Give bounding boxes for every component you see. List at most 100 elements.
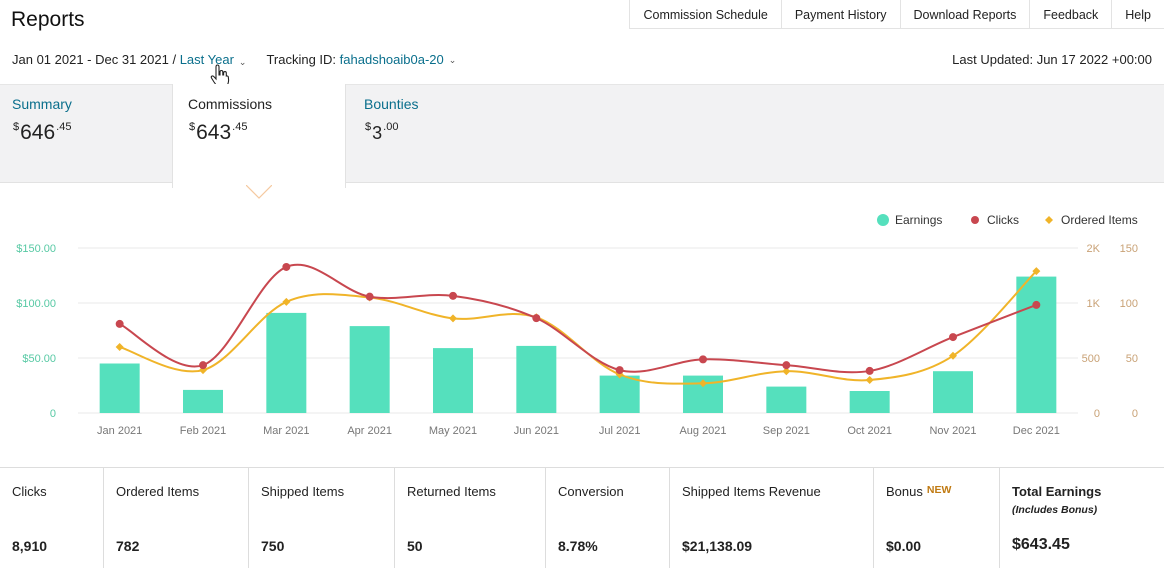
point-clicks <box>615 366 624 375</box>
stats-bar: Clicks 8,910 Ordered Items 782 Shipped I… <box>0 467 1164 568</box>
summary-amount: $646.45 <box>13 121 72 144</box>
stat-total-earnings: Total Earnings (Includes Bonus) $643.45 <box>1000 468 1164 568</box>
point-ordered-items <box>115 343 124 351</box>
x-tick-label: Nov 2021 <box>929 425 976 437</box>
point-clicks <box>699 355 707 364</box>
point-clicks <box>115 319 124 328</box>
point-ordered-items <box>782 367 791 376</box>
stat-value: 750 <box>261 538 285 554</box>
tab-summary-label: Summary <box>12 96 72 112</box>
nav-payment-history[interactable]: Payment History <box>780 0 900 29</box>
stat-value: $21,138.09 <box>682 538 753 554</box>
nav-help[interactable]: Help <box>1111 0 1164 29</box>
x-tick-label: May 2021 <box>429 425 477 437</box>
bar-earnings <box>766 386 807 413</box>
bar-earnings <box>266 312 307 413</box>
x-tick-label: Feb 2021 <box>180 425 226 437</box>
point-clicks <box>782 361 791 370</box>
tab-bounties-label: Bounties <box>364 96 419 112</box>
y-left-tick-label: $150.00 <box>16 243 56 255</box>
earnings-chart: 0 0 0 $50.00 500 50 $100.00 1K 100 $150.00 2K 150 Ja… <box>16 213 1138 437</box>
bar-earnings <box>183 389 223 413</box>
y-right2-tick-label: 100 <box>1120 298 1138 310</box>
bar-earnings <box>599 375 640 413</box>
stat-conversion: Conversion 8.78% <box>546 468 670 568</box>
stat-value: 8,910 <box>12 538 48 554</box>
x-tick-label: Aug 2021 <box>679 425 726 437</box>
x-tick-label: Jul 2021 <box>599 425 641 437</box>
tracking-id-value: fahadshoaib0a-20 <box>339 52 444 67</box>
legend-ordered-items-label: Ordered Items <box>1061 213 1138 227</box>
stat-label: Total Earnings <box>1012 484 1102 499</box>
stat-value: $0.00 <box>886 538 922 554</box>
y-left-tick-label: 0 <box>50 408 56 420</box>
stat-label: Clicks <box>12 484 47 499</box>
active-tab-pointer <box>246 185 272 199</box>
x-tick-label: Oct 2021 <box>847 425 892 437</box>
stat-value: 782 <box>116 538 140 554</box>
stat-value: $643.45 <box>1012 536 1070 553</box>
nav-commission-schedule[interactable]: Commission Schedule <box>629 0 780 29</box>
point-clicks <box>199 361 207 370</box>
filter-row: Jan 01 2021 - Dec 31 2021 / Last Year ⌄ T… <box>12 52 456 67</box>
stat-value: 8.78% <box>558 538 598 554</box>
stat-clicks: Clicks 8,910 <box>0 468 104 568</box>
legend-clicks-label: Clicks <box>987 213 1019 227</box>
stat-label: Bonus NEW <box>886 484 952 499</box>
bar-earnings <box>433 348 473 413</box>
stat-label: Shipped Items <box>261 484 345 499</box>
point-ordered-items <box>1032 267 1041 276</box>
stat-value: 50 <box>407 538 423 554</box>
tab-commissions-label: Commissions <box>188 96 273 112</box>
bar-earnings <box>933 371 973 413</box>
tab-bounties[interactable]: Bounties $3.00 <box>352 84 532 184</box>
tab-summary[interactable]: Summary $646.45 <box>0 84 172 184</box>
date-range-selected: Last Year <box>179 52 234 67</box>
stat-ordered-items: Ordered Items 782 <box>104 468 249 568</box>
stat-shipped-revenue: Shipped Items Revenue $21,138.09 <box>670 468 874 568</box>
point-clicks <box>282 262 291 271</box>
point-ordered-items <box>282 297 291 306</box>
bounties-amount: $3.00 <box>365 121 399 143</box>
x-tick-label: Jan 2021 <box>97 425 142 437</box>
nav-download-reports[interactable]: Download Reports <box>899 0 1030 29</box>
y-right1-tick-label: 500 <box>1082 353 1100 365</box>
bar-earnings <box>516 345 557 413</box>
stat-label: Returned Items <box>407 484 496 499</box>
legend-ordered-items-marker <box>1045 216 1053 224</box>
tracking-id-dropdown[interactable]: Tracking ID: fahadshoaib0a-20 ⌄ <box>266 52 456 67</box>
y-right1-tick-label: 0 <box>1094 408 1100 420</box>
line-clicks <box>119 263 1037 374</box>
point-clicks <box>532 314 541 323</box>
stat-sublabel: (Includes Bonus) <box>1012 504 1098 516</box>
stat-label: Shipped Items Revenue <box>682 484 821 499</box>
bar-earnings <box>99 363 140 413</box>
stat-bonus: Bonus NEW $0.00 <box>874 468 1000 568</box>
y-right2-tick-label: 50 <box>1126 353 1138 365</box>
y-left-tick-label: $50.00 <box>22 353 56 365</box>
bar-earnings <box>349 326 390 413</box>
y-left-tick-label: $100.00 <box>16 298 56 310</box>
x-tick-label: Dec 2021 <box>1013 425 1060 437</box>
point-ordered-items <box>949 351 957 360</box>
date-range-text: Jan 01 2021 - Dec 31 2021 / <box>12 52 180 67</box>
nav-feedback[interactable]: Feedback <box>1029 0 1111 29</box>
point-clicks <box>949 333 957 342</box>
bar-earnings <box>1016 276 1057 413</box>
legend-earnings-label: Earnings <box>895 213 942 227</box>
point-ordered-items <box>699 379 707 388</box>
tab-commissions[interactable]: Commissions $643.45 <box>172 84 346 188</box>
legend-earnings-marker <box>877 214 889 226</box>
chevron-down-icon: ⌄ <box>448 55 457 65</box>
stat-label: Ordered Items <box>116 484 200 499</box>
legend-clicks-marker <box>971 216 979 224</box>
x-tick-label: Apr 2021 <box>347 425 392 437</box>
y-right1-tick-label: 1K <box>1087 298 1101 310</box>
x-tick-label: Mar 2021 <box>263 425 309 437</box>
line-ordered-items <box>119 270 1038 385</box>
last-updated: Last Updated: Jun 17 2022 +00:00 <box>952 52 1152 67</box>
date-range-dropdown[interactable]: Last Year ⌄ <box>180 52 247 67</box>
y-right2-tick-label: 0 <box>1132 408 1138 420</box>
tracking-id-label: Tracking ID: <box>266 52 340 67</box>
